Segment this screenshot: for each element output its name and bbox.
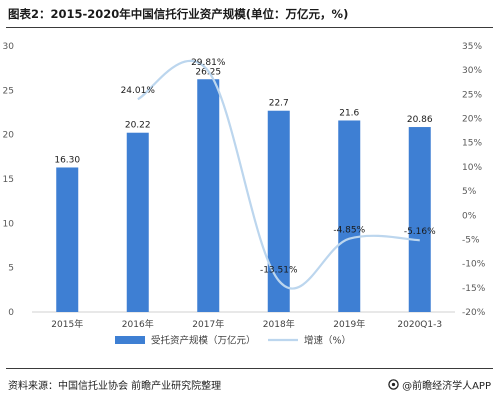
- growth-value-label: -13.51%: [260, 266, 298, 276]
- bar: [56, 167, 79, 312]
- y-right-tick-label: 30%: [462, 66, 482, 76]
- growth-value-label: -4.85%: [333, 226, 365, 236]
- growth-value-label: 29.81%: [191, 58, 226, 68]
- growth-value-label: -5.16%: [404, 227, 436, 237]
- y-left-tick-label: 5: [8, 264, 14, 274]
- y-axis-left: 0 5 10 15 20 25 30: [3, 42, 15, 318]
- x-axis-categories: 2015年 2016年 2017年 2018年 2019年 2020Q1-3: [51, 318, 442, 330]
- source-note: 资料来源：中国信托业协会 前瞻产业研究院整理: [8, 381, 222, 392]
- growth-line: [137, 60, 420, 290]
- y-right-tick-label: 25%: [462, 90, 482, 100]
- y-right-tick-label: 35%: [462, 42, 482, 52]
- x-category-label: 2015年: [51, 318, 83, 330]
- legend-line-label: 增速（%）: [304, 335, 351, 347]
- brand-logo-icon: [388, 379, 399, 390]
- y-right-tick-label: 0%: [462, 211, 477, 221]
- y-right-tick-label: -20%: [462, 308, 486, 318]
- bar: [126, 132, 149, 312]
- legend-bar-swatch: [115, 336, 145, 344]
- chart-title: 图表2：2015-2020年中国信托行业资产规模(单位：万亿元，%): [8, 7, 349, 21]
- brand-text: @前瞻经济学人APP: [402, 381, 491, 392]
- title-divider: [6, 27, 493, 28]
- y-left-tick-label: 0: [8, 308, 14, 318]
- y-left-tick-label: 30: [3, 42, 15, 52]
- y-right-tick-label: 5%: [462, 187, 477, 197]
- bar: [197, 79, 220, 312]
- x-category-label: 2017年: [192, 318, 224, 330]
- x-category-label: 2020Q1-3: [397, 320, 442, 330]
- y-left-tick-label: 20: [3, 131, 15, 141]
- bar-value-label: 21.6: [339, 108, 359, 118]
- y-right-tick-label: -15%: [462, 284, 486, 294]
- y-left-tick-label: 10: [3, 219, 15, 229]
- x-category-label: 2019年: [333, 318, 365, 330]
- footer-divider: [6, 368, 493, 369]
- x-category-label: 2016年: [122, 318, 154, 330]
- y-right-tick-label: 20%: [462, 115, 482, 125]
- bar-value-label: 20.86: [407, 115, 433, 125]
- y-right-tick-label: -10%: [462, 260, 486, 270]
- chart: 0 5 10 15 20 25 30 -20% -15% -10% -5% 0% 5% 10% 15% 20…: [3, 42, 486, 347]
- bar-value-label: 22.7: [269, 99, 289, 109]
- bar-value-label: 16.30: [54, 155, 80, 165]
- bar: [408, 127, 431, 312]
- line-series: 24.01% 29.81% -13.51% -4.85% -5.16%: [121, 58, 436, 290]
- y-right-tick-label: 10%: [462, 163, 482, 173]
- legend-bar-label: 受托资产规模（万亿元）: [151, 335, 256, 347]
- y-right-tick-label: 15%: [462, 139, 482, 149]
- y-left-tick-label: 15: [3, 175, 14, 185]
- x-category-label: 2018年: [263, 318, 295, 330]
- legend: 受托资产规模（万亿元） 增速（%）: [115, 335, 351, 347]
- bar: [267, 110, 290, 312]
- bar-value-label: 20.22: [125, 121, 151, 131]
- growth-value-label: 24.01%: [121, 86, 156, 96]
- bar: [338, 120, 361, 312]
- y-axis-right: -20% -15% -10% -5% 0% 5% 10% 15% 20% 25% 30% 35%: [462, 42, 486, 318]
- y-right-tick-label: -5%: [462, 235, 480, 245]
- brand-credit: @前瞻经济学人APP: [388, 377, 491, 392]
- y-left-tick-label: 25: [3, 86, 14, 96]
